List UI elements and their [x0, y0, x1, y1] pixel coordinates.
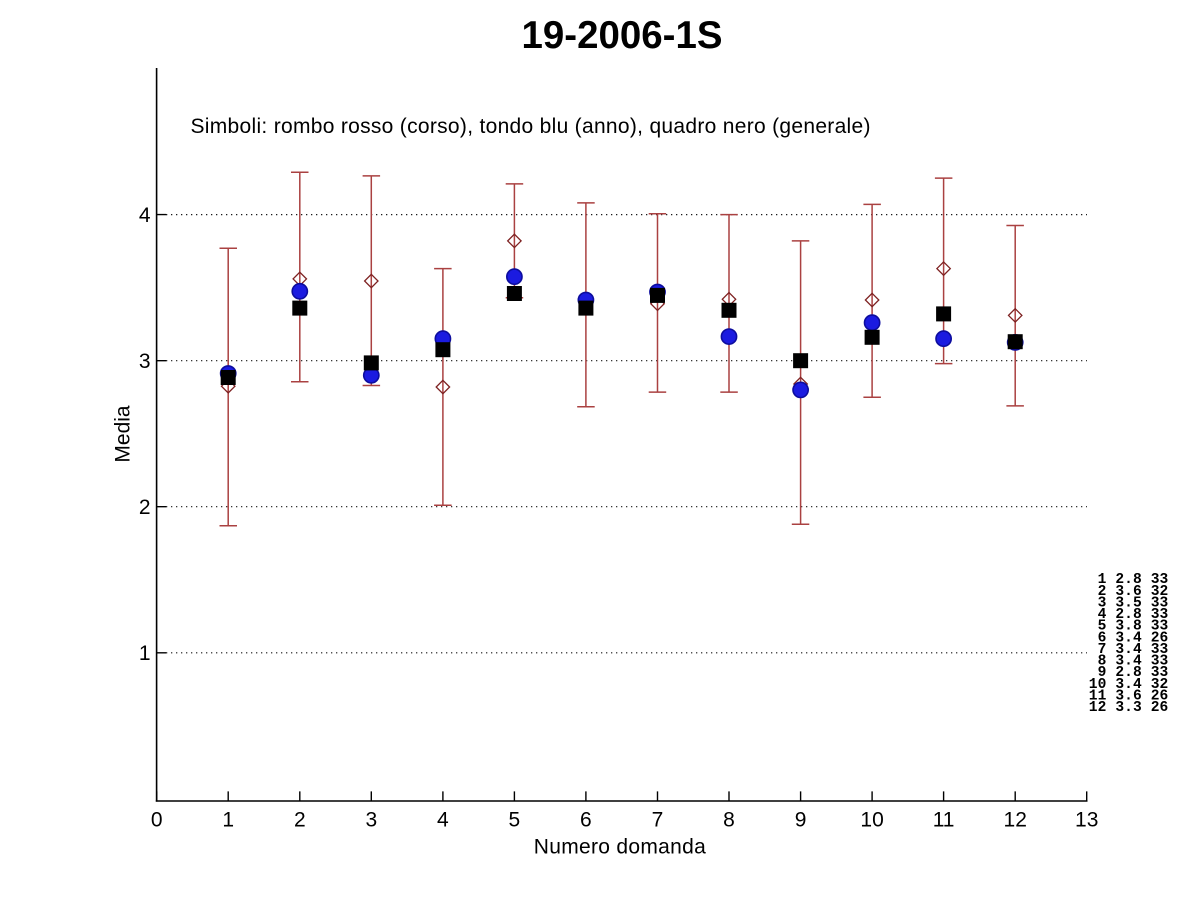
- svg-text:Simboli: rombo rosso (corso),: Simboli: rombo rosso (corso), tondo blu …: [191, 115, 871, 138]
- svg-text:1 2.8 33: 1 2.8 33: [1089, 572, 1169, 588]
- svg-text:11 3.6 26: 11 3.6 26: [1089, 689, 1169, 705]
- svg-text:8 3.4 33: 8 3.4 33: [1089, 654, 1169, 670]
- svg-text:0: 0: [151, 809, 163, 832]
- svg-text:4: 4: [437, 809, 449, 832]
- svg-text:3 3.5 33: 3 3.5 33: [1089, 596, 1169, 612]
- svg-text:8: 8: [723, 809, 735, 832]
- svg-text:1: 1: [222, 809, 234, 832]
- svg-text:13: 13: [1075, 809, 1098, 832]
- svg-text:2: 2: [139, 496, 151, 519]
- svg-text:12 3.3 26: 12 3.3 26: [1089, 700, 1169, 716]
- svg-text:6: 6: [580, 809, 592, 832]
- svg-text:6 3.4 26: 6 3.4 26: [1089, 630, 1169, 646]
- svg-text:9 2.8 33: 9 2.8 33: [1089, 665, 1169, 681]
- svg-text:1: 1: [139, 642, 151, 665]
- svg-text:7: 7: [652, 809, 664, 832]
- svg-text:5: 5: [509, 809, 521, 832]
- svg-text:Numero domanda: Numero domanda: [534, 836, 706, 859]
- svg-text:11: 11: [933, 809, 955, 832]
- svg-text:3: 3: [139, 350, 151, 373]
- svg-text:Media: Media: [112, 405, 135, 463]
- svg-text:2 3.6 32: 2 3.6 32: [1089, 584, 1169, 600]
- svg-text:5 3.8 33: 5 3.8 33: [1089, 619, 1169, 635]
- svg-text:7 3.4 33: 7 3.4 33: [1089, 642, 1169, 658]
- svg-text:10 3.4 32: 10 3.4 32: [1089, 677, 1169, 693]
- svg-text:4: 4: [139, 204, 151, 227]
- svg-text:19-2006-1S: 19-2006-1S: [522, 14, 723, 57]
- svg-text:9: 9: [795, 809, 807, 832]
- svg-text:3: 3: [365, 809, 377, 832]
- svg-text:12: 12: [1004, 809, 1027, 832]
- svg-text:10: 10: [860, 809, 883, 832]
- svg-text:4 2.8 33: 4 2.8 33: [1089, 607, 1169, 623]
- svg-text:2: 2: [294, 809, 306, 832]
